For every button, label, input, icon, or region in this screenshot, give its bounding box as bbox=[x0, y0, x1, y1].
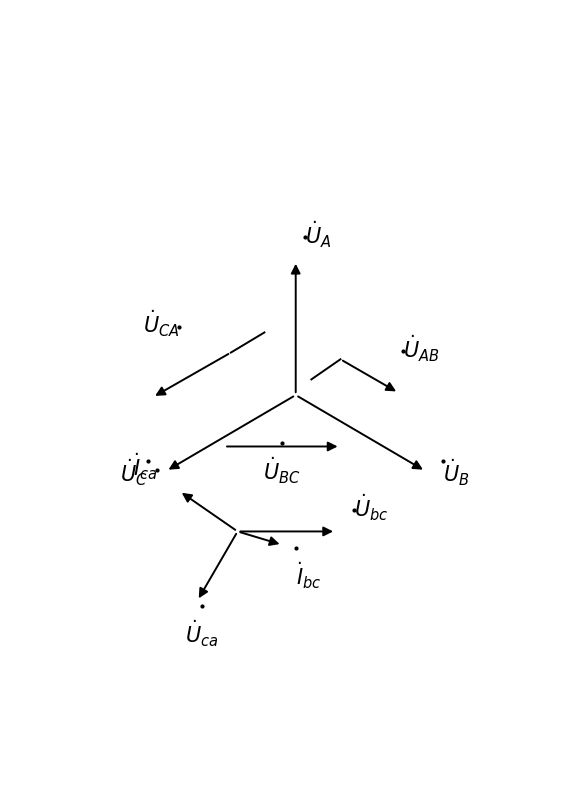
Text: $\dot{U}_A$: $\dot{U}_A$ bbox=[305, 219, 331, 250]
Text: $\dot{U}_{AB}$: $\dot{U}_{AB}$ bbox=[403, 334, 440, 364]
Text: $\dot{U}_C$: $\dot{U}_C$ bbox=[121, 458, 148, 489]
Text: $\dot{I}_{ca}$: $\dot{I}_{ca}$ bbox=[133, 452, 157, 482]
Text: $\dot{U}_{CA}$: $\dot{U}_{CA}$ bbox=[143, 309, 179, 339]
Text: $\dot{U}_B$: $\dot{U}_B$ bbox=[443, 458, 470, 489]
Text: $\dot{I}_{bc}$: $\dot{I}_{bc}$ bbox=[296, 561, 321, 591]
Text: $\dot{U}_{bc}$: $\dot{U}_{bc}$ bbox=[354, 492, 388, 522]
Text: $\dot{U}_{BC}$: $\dot{U}_{BC}$ bbox=[264, 455, 301, 486]
Text: $\dot{U}_{ca}$: $\dot{U}_{ca}$ bbox=[185, 618, 219, 649]
